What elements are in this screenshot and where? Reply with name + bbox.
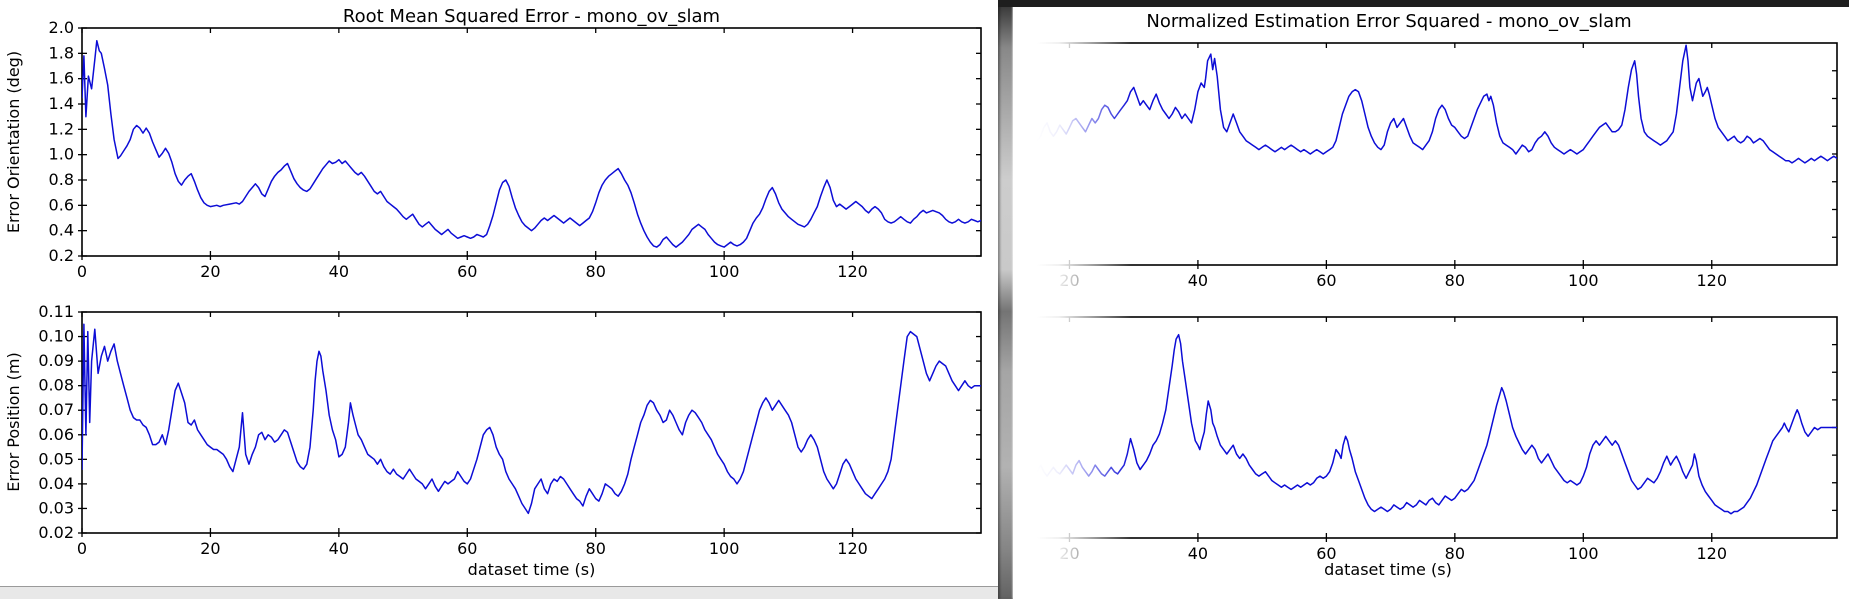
plot-border	[81, 311, 982, 534]
data-line	[82, 323, 981, 515]
y-tick-label: 1.4	[49, 94, 74, 113]
y-tick-label: 2.0	[49, 18, 74, 37]
x-tick-label: 40	[1188, 271, 1208, 290]
rmse-orientation-ylabel: Error Orientation (deg)	[4, 50, 23, 234]
data-line	[1010, 44, 1837, 164]
rmse-position-ylabel: Error Position (m)	[4, 352, 23, 492]
rmse-xlabel: dataset time (s)	[467, 560, 596, 579]
y-tick-label: 0.10	[38, 327, 74, 346]
rmse-plot-canvas: 0 20 40 60 80 100 120 0.2 0.4 0.6 0.8 1.0 1.2 1.4 1.6 1…	[38, 18, 982, 558]
y-tick-label: 0.02	[38, 523, 74, 542]
window-overlap-fade	[1013, 0, 1131, 599]
y-tick-label: 1.6	[49, 69, 74, 88]
x-tick-label: 100	[1568, 271, 1599, 290]
y-tick-label: 0.6	[49, 195, 74, 214]
y-tick-label: 1.2	[49, 119, 74, 138]
figure-window-nees: 2040608010012020406080100120 Normalized …	[998, 0, 1849, 599]
y-tick-label: 0.08	[38, 376, 74, 395]
y-tick-label: 0.07	[38, 400, 74, 419]
y-tick-label: 0.11	[38, 302, 74, 321]
x-tick-label: 60	[1316, 271, 1336, 290]
x-tick-label: 120	[837, 262, 868, 281]
y-tick-label: 0.2	[49, 246, 74, 265]
x-tick-label: 80	[1445, 544, 1465, 563]
x-tick-label: 80	[1445, 271, 1465, 290]
y-tick-label: 0.06	[38, 425, 74, 444]
x-tick-label: 20	[200, 262, 220, 281]
nees-xlabel: dataset time (s)	[1324, 560, 1452, 579]
x-tick-label: 120	[837, 539, 868, 558]
background-window-edge	[0, 586, 998, 599]
x-tick-label: 40	[329, 262, 349, 281]
x-tick-label: 120	[1696, 271, 1727, 290]
data-line	[82, 39, 981, 248]
nees-figure-title: Normalized Estimation Error Squared - mo…	[1146, 11, 1632, 32]
x-tick-label: 100	[709, 539, 740, 558]
y-tick-label: 0.03	[38, 498, 74, 517]
rmse-figure-title: Root Mean Squared Error - mono_ov_slam	[342, 6, 721, 27]
figure-window-rmse: 0 20 40 60 80 100 120 0.2 0.4 0.6 0.8 1.0 1.2 1.4 1.6 1…	[0, 6, 998, 599]
x-tick-label: 40	[329, 539, 349, 558]
x-tick-label: 60	[457, 539, 477, 558]
x-tick-label: 20	[200, 539, 220, 558]
x-tick-label: 120	[1696, 544, 1727, 563]
x-tick-label: 0	[77, 262, 87, 281]
x-tick-label: 40	[1188, 544, 1208, 563]
y-tick-label: 0.04	[38, 474, 74, 493]
data-line	[1010, 333, 1837, 515]
y-tick-label: 0.05	[38, 449, 74, 468]
x-tick-label: 100	[1568, 544, 1599, 563]
x-tick-label: 80	[586, 262, 606, 281]
window-divider-scrollbar[interactable]	[998, 0, 1013, 599]
x-tick-label: 80	[586, 539, 606, 558]
y-tick-label: 0.09	[38, 351, 74, 370]
x-tick-label: 60	[1316, 544, 1336, 563]
y-tick-label: 0.8	[49, 170, 74, 189]
window-top-edge	[998, 0, 1849, 7]
plot-border	[81, 27, 982, 257]
y-tick-label: 1.0	[49, 145, 74, 164]
x-tick-label: 100	[709, 262, 740, 281]
x-tick-label: 0	[77, 539, 87, 558]
y-tick-label: 1.8	[49, 43, 74, 62]
y-tick-label: 0.4	[49, 221, 74, 240]
x-tick-label: 60	[457, 262, 477, 281]
